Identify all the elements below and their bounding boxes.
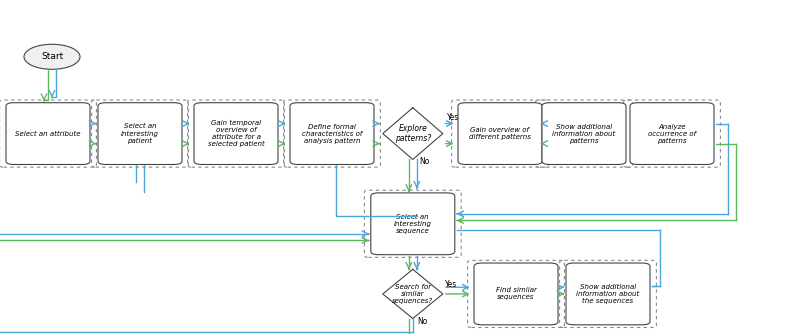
FancyBboxPatch shape [474, 263, 558, 325]
Text: Yes: Yes [445, 280, 458, 289]
FancyBboxPatch shape [290, 103, 374, 165]
Text: No: No [417, 317, 427, 326]
Text: No: No [419, 158, 430, 166]
Text: Start: Start [41, 52, 63, 61]
Text: Show additional
information about
patterns: Show additional information about patter… [552, 124, 616, 144]
Ellipse shape [24, 44, 80, 69]
Text: Define formal
characteristics of
analysis pattern: Define formal characteristics of analysi… [302, 124, 362, 144]
Text: Find similar
sequences: Find similar sequences [495, 288, 537, 300]
Text: Yes: Yes [446, 113, 459, 122]
Polygon shape [383, 269, 443, 319]
Text: Show additional
information about
the sequences: Show additional information about the se… [576, 284, 640, 304]
FancyBboxPatch shape [566, 263, 650, 325]
Text: Select an
interesting
patient: Select an interesting patient [121, 124, 159, 144]
FancyBboxPatch shape [371, 193, 454, 255]
Text: Select an attribute: Select an attribute [15, 131, 81, 137]
Polygon shape [383, 108, 443, 160]
Text: Search for
similar
sequences?: Search for similar sequences? [392, 284, 434, 304]
FancyBboxPatch shape [194, 103, 278, 165]
FancyBboxPatch shape [6, 103, 90, 165]
Text: Gain temporal
overview of
attribute for a
selected patient: Gain temporal overview of attribute for … [208, 120, 264, 147]
FancyBboxPatch shape [542, 103, 626, 165]
FancyBboxPatch shape [458, 103, 542, 165]
FancyBboxPatch shape [630, 103, 714, 165]
Text: Gain overview of
different patterns: Gain overview of different patterns [469, 127, 531, 140]
Text: Select an
interesting
sequence: Select an interesting sequence [394, 214, 432, 234]
Text: Analyze
occurrence of
patterns: Analyze occurrence of patterns [648, 124, 696, 144]
Text: Explore
patterns?: Explore patterns? [394, 124, 431, 143]
FancyBboxPatch shape [98, 103, 182, 165]
